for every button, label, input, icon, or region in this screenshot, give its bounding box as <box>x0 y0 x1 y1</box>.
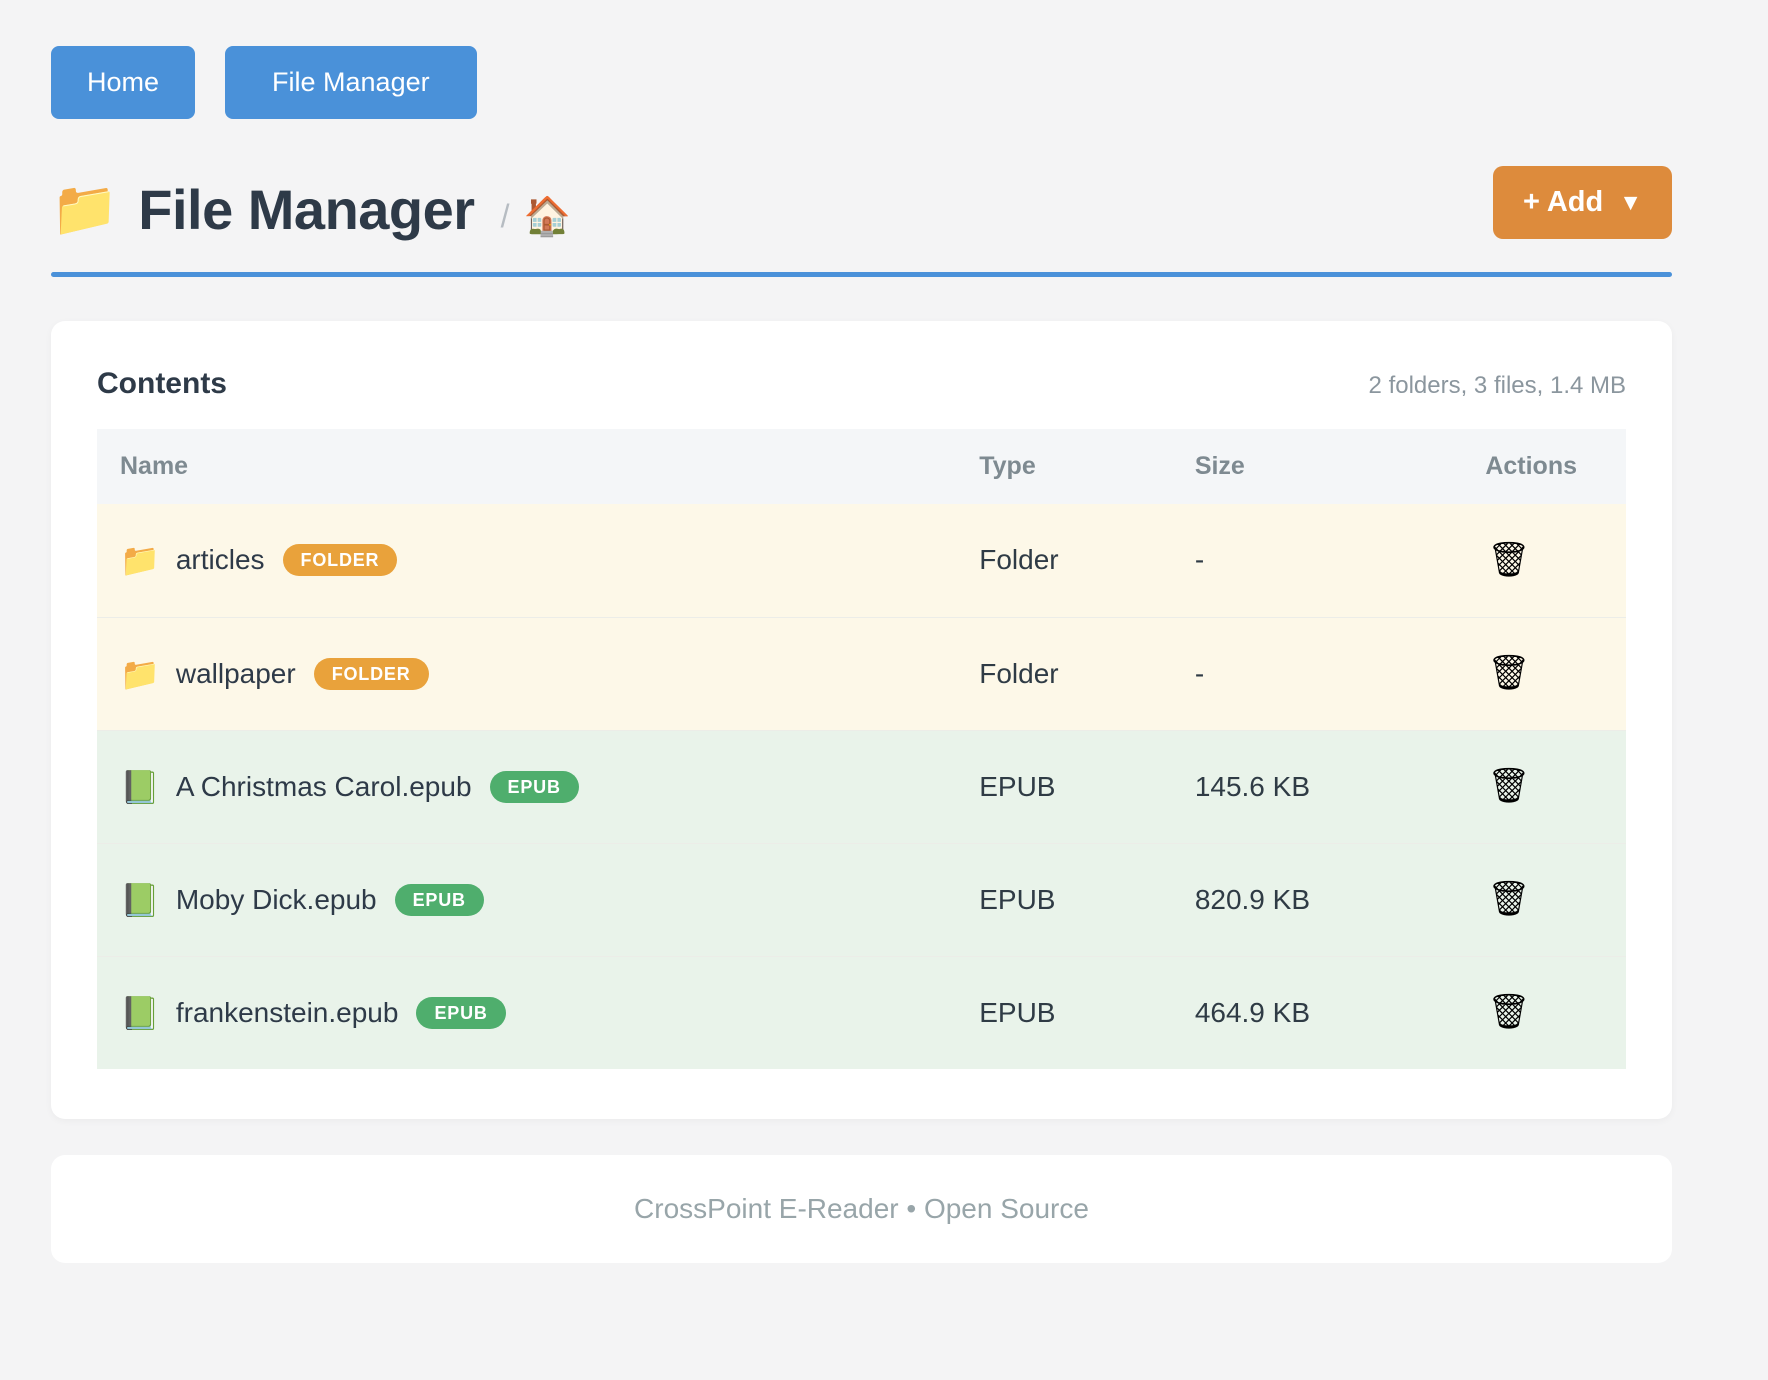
delete-button[interactable]: 🗑 <box>1487 882 1530 916</box>
add-button[interactable]: + Add ▼ <box>1492 166 1672 239</box>
table-row: 📗 frankenstein.epub EPUB EPUB 464.9 KB 🗑 <box>97 956 1626 1069</box>
file-type-icon: 📗 <box>120 881 160 918</box>
file-size-cell: - <box>1194 544 1205 576</box>
home-icon[interactable]: 🏠 <box>523 195 571 238</box>
trash-icon: 🗑 <box>1487 993 1531 1032</box>
file-type-cell: Folder <box>979 544 1059 576</box>
breadcrumb-separator: / <box>500 198 510 234</box>
delete-button[interactable]: 🗑 <box>1487 656 1530 690</box>
file-type-cell: Folder <box>979 657 1059 689</box>
file-size-cell: - <box>1194 657 1205 689</box>
contents-summary: 2 folders, 3 files, 1.4 MB <box>1368 372 1626 399</box>
footer-text: CrossPoint E-Reader • Open Source <box>634 1193 1089 1224</box>
delete-button[interactable]: 🗑 <box>1487 995 1530 1029</box>
type-badge: FOLDER <box>313 657 429 690</box>
home-button[interactable]: Home <box>51 46 196 119</box>
table-row: 📗 A Christmas Carol.epub EPUB EPUB 145.6… <box>97 730 1626 843</box>
trash-icon: 🗑 <box>1487 880 1531 918</box>
file-size-cell: 145.6 KB <box>1194 770 1311 802</box>
page-header: 📁 File Manager / 🏠 + Add ▼ <box>51 166 1672 242</box>
column-header-type: Type <box>979 429 1195 504</box>
file-name-link[interactable]: frankenstein.epub <box>175 996 399 1028</box>
column-header-actions: Actions <box>1485 429 1626 504</box>
trash-icon: 🗑 <box>1487 540 1531 579</box>
file-name-link[interactable]: A Christmas Carol.epub <box>175 770 472 802</box>
chevron-down-icon: ▼ <box>1619 189 1642 215</box>
type-badge: EPUB <box>394 883 484 916</box>
file-size-cell: 820.9 KB <box>1194 883 1311 915</box>
file-manager-button[interactable]: File Manager <box>225 46 477 119</box>
contents-title: Contents <box>97 367 227 400</box>
delete-button[interactable]: 🗑 <box>1487 769 1530 803</box>
file-table: Name Type Size Actions 📁 articles FOLDER… <box>97 429 1626 1069</box>
file-type-cell: EPUB <box>979 883 1056 915</box>
contents-card: Contents 2 folders, 3 files, 1.4 MB Name… <box>51 321 1672 1119</box>
type-badge: EPUB <box>489 770 579 803</box>
column-header-name: Name <box>97 429 980 504</box>
file-type-icon: 📁 <box>120 655 160 692</box>
table-header-row: Name Type Size Actions <box>97 429 1626 504</box>
file-type-cell: EPUB <box>979 996 1056 1028</box>
file-name-link[interactable]: articles <box>175 544 265 576</box>
table-row: 📁 wallpaper FOLDER Folder - 🗑 <box>97 617 1626 730</box>
type-badge: FOLDER <box>282 544 398 577</box>
file-size-cell: 464.9 KB <box>1194 996 1311 1028</box>
add-button-label: + Add <box>1522 186 1604 218</box>
file-name-link[interactable]: wallpaper <box>175 657 296 689</box>
file-type-icon: 📁 <box>120 542 160 579</box>
file-type-icon: 📗 <box>120 994 160 1031</box>
footer: CrossPoint E-Reader • Open Source <box>51 1155 1672 1263</box>
table-row: 📁 articles FOLDER Folder - 🗑 <box>97 504 1626 617</box>
table-row: 📗 Moby Dick.epub EPUB EPUB 820.9 KB 🗑 <box>97 843 1626 956</box>
delete-button[interactable]: 🗑 <box>1487 543 1530 577</box>
folder-icon: 📁 <box>51 179 119 239</box>
breadcrumb: / 🏠 <box>501 195 571 239</box>
column-header-size: Size <box>1194 429 1486 504</box>
top-nav: Home File Manager <box>51 46 1672 119</box>
page-title: File Manager <box>138 178 475 241</box>
file-type-cell: EPUB <box>979 770 1056 802</box>
type-badge: EPUB <box>416 996 506 1029</box>
trash-icon: 🗑 <box>1487 767 1531 805</box>
file-name-link[interactable]: Moby Dick.epub <box>175 883 377 915</box>
trash-icon: 🗑 <box>1487 654 1531 692</box>
file-type-icon: 📗 <box>120 768 160 805</box>
header-divider <box>51 272 1672 277</box>
